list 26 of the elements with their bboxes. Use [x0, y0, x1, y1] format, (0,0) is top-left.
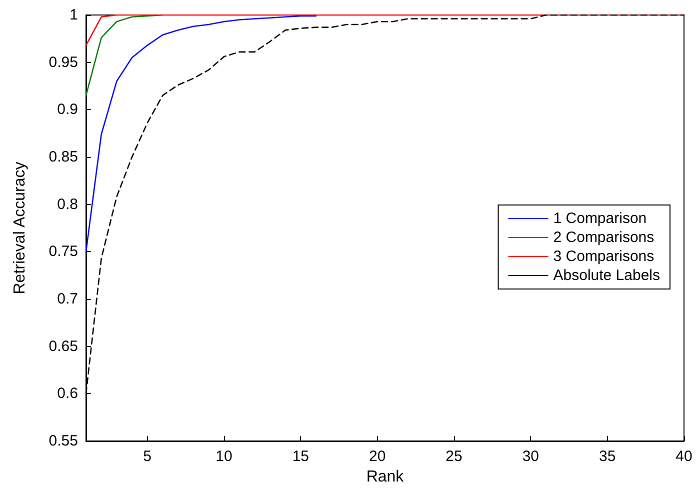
y-tick-label: 0.8 [57, 196, 78, 213]
y-tick-label: 0.65 [48, 338, 78, 355]
y-tick-label: 0.75 [48, 243, 78, 260]
y-tick-label: 0.55 [48, 432, 78, 450]
y-tick-label: 1 [70, 6, 78, 24]
y-tick-label: 0.85 [48, 148, 78, 166]
y-tick-label: 0.9 [57, 101, 78, 118]
y-tick-label: 0.6 [57, 385, 78, 402]
legend-label: Absolute Labels [553, 267, 660, 284]
y-tick-label: 0.7 [57, 290, 78, 308]
x-tick-label: 30 [522, 448, 540, 465]
x-tick-label: 10 [216, 448, 232, 465]
x-tick-label: 35 [598, 448, 616, 465]
legend-label: 3 Comparisons [553, 248, 654, 265]
line-series [85, 15, 317, 252]
line-series [85, 14, 164, 96]
x-tick-label: 20 [368, 448, 386, 465]
y-tick-label: 0.95 [48, 54, 78, 71]
x-tick-label: 15 [292, 448, 310, 465]
x-tick-label: 5 [143, 448, 152, 465]
legend-label: 1 Comparison [553, 210, 647, 227]
x-tick-label: 25 [446, 448, 462, 465]
legend-label: 2 Comparisons [553, 229, 654, 246]
x-axis-title: Rank [366, 468, 405, 486]
x-tick-label: 40 [676, 448, 692, 465]
y-axis-title: Retrieval Accuracy [12, 162, 28, 294]
